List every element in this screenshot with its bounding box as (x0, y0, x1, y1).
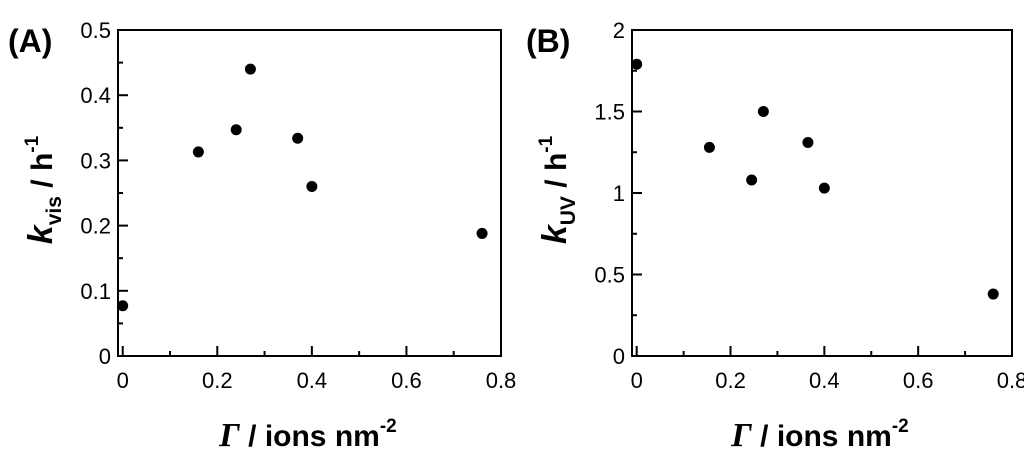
panel-a-x-tick-label: 0.2 (202, 368, 233, 393)
panel-a-y-axis-symbol: k (22, 223, 60, 244)
panel-b-data-point (818, 182, 830, 194)
panel-a-points (117, 63, 488, 312)
panel-b-x-axis-text: / ions nm (752, 420, 892, 453)
panel-b-x-axis-symbol: Γ (730, 417, 752, 453)
panel-b-y-axis-subscript: UV (557, 196, 580, 225)
panel-a-y-axis-subscript: vis (43, 196, 66, 225)
panel-b-y-axis-symbol: k (536, 223, 574, 244)
panel-b-x-tick-label: 0.2 (715, 368, 746, 393)
panel-b-y-axis-superscript: -1 (536, 135, 557, 152)
panel-b-data-point (757, 106, 769, 117)
panel-b-points (631, 58, 999, 300)
panel-b-tick-labels: 0 0.2 0.4 0.6 0.8 0 0.5 1 1.5 2 (594, 18, 1024, 393)
panel-b-y-tick-label: 1 (613, 181, 625, 206)
panel-a-data-point (476, 227, 488, 239)
panel-b-data-point (703, 141, 715, 153)
panel-a-x-axis-text: / ions nm (240, 420, 380, 453)
panel-b-x-axis-title: Γ / ions nm-2 (730, 416, 908, 453)
panel-b-y-tick-label: 2 (613, 18, 625, 43)
panel-a-x-tick-label: 0 (117, 368, 129, 393)
panel-b-y-tick-label: 0.5 (594, 263, 625, 288)
panel-b-x-tick-label: 0.6 (903, 368, 934, 393)
panel-a-data-point (306, 180, 318, 192)
panel-a-x-axis-symbol: Γ (218, 417, 240, 453)
panel-b-data-point (802, 136, 814, 148)
panel-a-ticks (118, 29, 502, 357)
panel-a-x-tick-label: 0.6 (391, 368, 422, 393)
panel-b-label: (B) (526, 23, 570, 59)
panel-b-x-tick-label: 0.4 (809, 368, 840, 393)
panel-a-data-point (192, 146, 204, 158)
panel-b-y-tick-label: 1.5 (594, 100, 625, 125)
panel-b-y-axis-text: / h (540, 153, 573, 196)
panel-a-tick-labels: 0 0.2 0.4 0.6 0.8 0 0.1 0.2 0.3 0.4 0.5 (80, 18, 516, 393)
panel-b-x-axis-superscript: -2 (892, 416, 909, 437)
panel-a-x-tick-label: 0.4 (297, 368, 328, 393)
panel-a-data-point (117, 300, 129, 312)
panel-b-x-tick-label: 0 (631, 368, 643, 393)
panel-b-ticks (632, 29, 1013, 357)
panel-a-y-axis-text: / h (26, 153, 59, 196)
panel-a-y-tick-label: 0.3 (80, 148, 111, 173)
panel-b-data-point (746, 174, 758, 186)
panel-a-data-point (230, 124, 242, 136)
panel-b-data-point (631, 58, 643, 70)
panel-a-data-point (292, 132, 304, 144)
panel-a-y-axis-title: kvis / h-1 (22, 135, 66, 244)
panel-a-y-tick-label: 0.5 (80, 18, 111, 43)
panel-a-y-tick-label: 0 (99, 344, 111, 369)
panel-b: (B) 0 0.2 0.4 0.6 0.8 0 0.5 1 1.5 2 Γ / ions nm-2… (526, 18, 1024, 453)
panel-b-y-axis-title: kUV / h-1 (536, 135, 580, 244)
panel-a-x-tick-label: 0.8 (486, 368, 517, 393)
panel-b-x-tick-label: 0.8 (997, 368, 1024, 393)
panel-a-x-axis-title: Γ / ions nm-2 (218, 416, 396, 453)
panel-a: (A) 0 0.2 0.4 0.6 0.8 0 0.1 0.2 0.3 0.4 0.5 Γ / io… (8, 18, 516, 453)
panel-a-y-tick-label: 0.1 (80, 279, 111, 304)
panel-a-label: (A) (8, 23, 52, 59)
panel-a-y-axis-superscript: -1 (22, 135, 43, 152)
panel-a-x-axis-superscript: -2 (380, 416, 397, 437)
panel-a-y-tick-label: 0.4 (80, 83, 111, 108)
panel-a-y-tick-label: 0.2 (80, 214, 111, 239)
panel-b-data-point (987, 288, 999, 300)
panel-b-y-tick-label: 0 (613, 344, 625, 369)
panel-a-plot-frame (117, 29, 502, 357)
panel-a-data-point (244, 63, 256, 75)
